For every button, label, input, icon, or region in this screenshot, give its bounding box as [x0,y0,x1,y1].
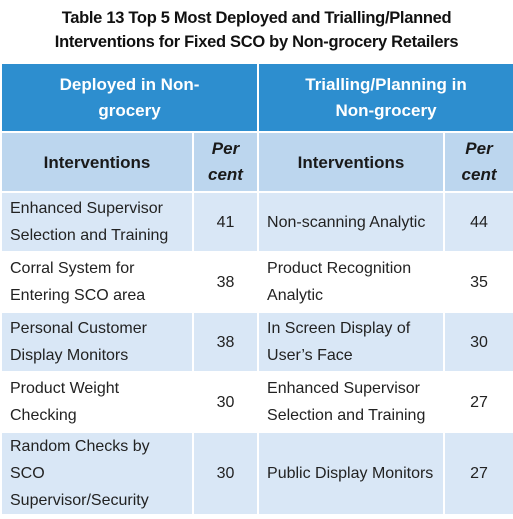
table-row: Corral System for Entering SCO area 38 Pro… [0,251,513,313]
column-header: Per cent [443,131,513,193]
percent-cell: 41 [191,191,260,253]
intervention-cell: Enhanced Supervisor Selection and Traini… [257,371,446,433]
column-header: Interventions [257,131,446,193]
table-row: Random Checks by SCO Supervisor/Security… [0,431,513,516]
intervention-cell: Enhanced Supervisor Selection and Traini… [0,191,194,253]
table-body: Enhanced Supervisor Selection and Traini… [0,191,513,516]
intervention-cell: Public Display Monitors [257,431,446,516]
intervention-cell: Non-scanning Analytic [257,191,446,253]
table-row: Product Weight Checking 30 Enhanced Superv… [0,371,513,433]
group-header-row: Deployed in Non-grocery Trialling/Planni… [0,62,513,133]
percent-cell: 35 [443,251,513,313]
intervention-cell: Product Weight Checking [0,371,194,433]
intervention-cell: Random Checks by SCO Supervisor/Security [0,431,194,516]
intervention-cell: Personal Customer Display Monitors [0,311,194,373]
page: Table 13 Top 5 Most Deployed and Trialli… [0,6,513,519]
table-row: Personal Customer Display Monitors 38 In S… [0,311,513,373]
table: Deployed in Non-grocery Trialling/Planni… [0,62,513,516]
intervention-cell: Corral System for Entering SCO area [0,251,194,313]
percent-cell: 44 [443,191,513,253]
column-header: Per cent [191,131,260,193]
percent-cell: 38 [191,311,260,373]
intervention-cell: In Screen Display of User’s Face [257,311,446,373]
group-header: Deployed in Non-grocery [0,62,260,133]
percent-cell: 30 [191,431,260,516]
percent-cell: 38 [191,251,260,313]
group-header: Trialling/Planning in Non-grocery [257,62,513,133]
intervention-cell: Product Recognition Analytic [257,251,446,313]
percent-cell: 27 [443,431,513,516]
table-row: Enhanced Supervisor Selection and Traini… [0,191,513,253]
table-title: Table 13 Top 5 Most Deployed and Trialli… [54,9,459,51]
percent-cell: 30 [191,371,260,433]
percent-cell: 30 [443,311,513,373]
column-header: Interventions [0,131,194,193]
percent-cell: 27 [443,371,513,433]
column-header-row: Interventions Per cent Interventions Per… [0,131,513,193]
